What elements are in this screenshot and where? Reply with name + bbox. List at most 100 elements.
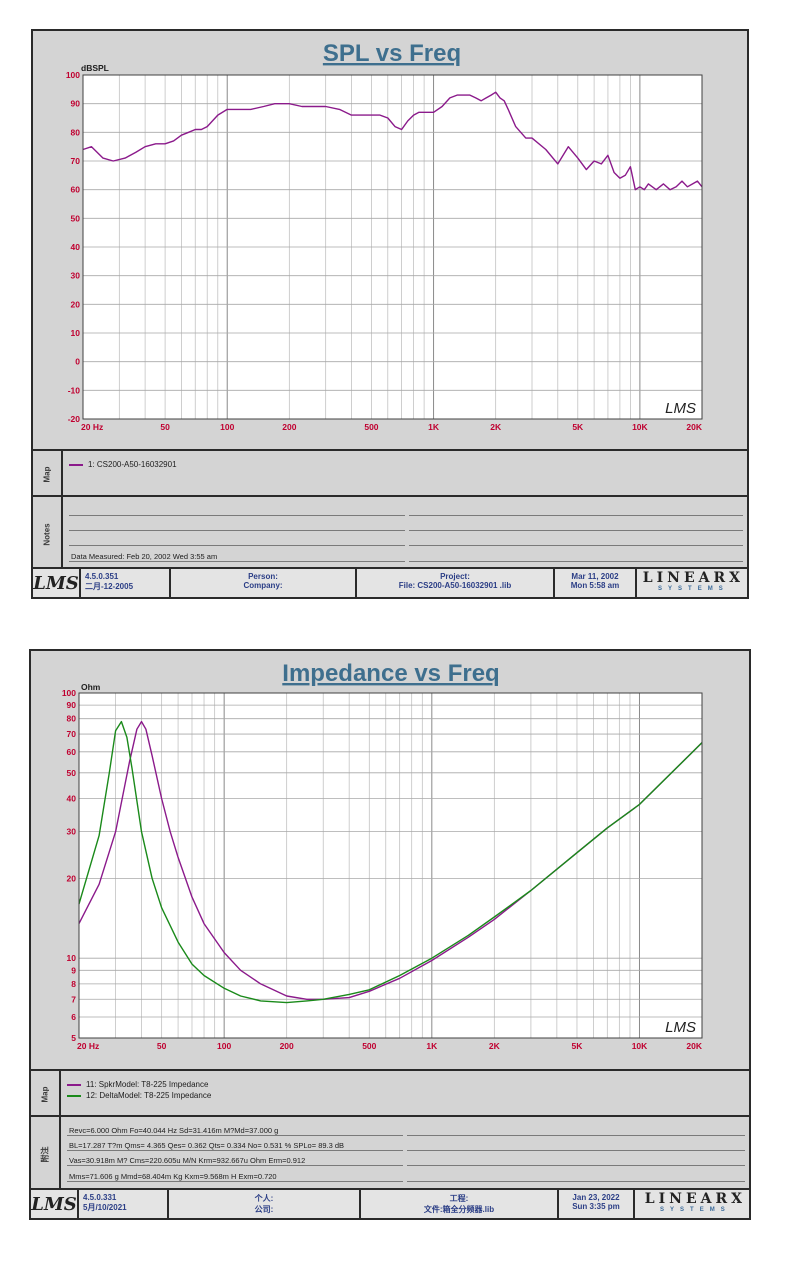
y-tick-label: 7 [71, 994, 76, 1004]
footer-version-cell: 4.5.0.351 二月-12-2005 [81, 569, 171, 597]
y-axis-label: dBSPL [81, 63, 109, 73]
y-tick-label: 0 [75, 357, 80, 367]
footer-date-cell: Mar 11, 2002 Mon 5:58 am [555, 569, 637, 597]
x-tick-label: 20 Hz [81, 422, 103, 432]
notes-section: Notes Data Measured: Feb 20, 2002 Wed 3:… [33, 495, 747, 571]
y-tick-label: 80 [71, 127, 81, 137]
plot-border [82, 74, 703, 420]
x-tick-label: 20K [686, 1041, 702, 1051]
x-tick-label: 20K [686, 422, 702, 432]
x-tick-label: 200 [280, 1041, 294, 1051]
legend-item: 12: DeltaModel: T8-225 Impedance [67, 1090, 211, 1101]
note-line [409, 561, 743, 562]
spl-chart: SPL vs Freq dBSPL 1009080706050403020100… [66, 40, 703, 432]
footer: LMS 4.5.0.351 二月-12-2005 Person: Company… [33, 567, 747, 597]
x-tick-label: 20 Hz [77, 1041, 99, 1051]
x-tick-label: 1K [428, 422, 440, 432]
note-line [67, 1165, 403, 1166]
y-tick-label: -20 [68, 414, 81, 424]
y-tick-label: 6 [71, 1012, 76, 1022]
lms-logo: LMS [31, 1193, 77, 1215]
linearx-logo: LINEARX SYSTEMS [644, 1191, 746, 1213]
y-tick-label: 70 [67, 729, 77, 739]
x-tick-label: 2K [490, 422, 502, 432]
person-label: Person: [248, 572, 278, 581]
notes-label: Notes [42, 522, 52, 546]
legend-label: 12: DeltaModel: T8-225 Impedance [86, 1091, 212, 1100]
footer-brand-cell: LINEARX SYSTEMS [637, 569, 747, 597]
y-tick-label: 20 [67, 873, 77, 883]
x-tick-label: 5K [572, 1041, 584, 1051]
y-tick-label: 70 [71, 156, 81, 166]
project-label: 工程: [449, 1194, 469, 1203]
note-line [409, 515, 743, 516]
footer-brand-cell: LINEARX SYSTEMS [635, 1190, 749, 1218]
footer-person-cell: 个人: 公司: [169, 1190, 361, 1218]
notes-label: 附注 [40, 1146, 50, 1163]
x-tick-label: 1K [426, 1041, 438, 1051]
impedance-panel: Impedance vs Freq Ohm 100 90 80 70 60 50 40 30 2… [29, 649, 751, 1220]
chart-title: Impedance vs Freq [282, 660, 499, 687]
note-line [407, 1150, 745, 1151]
footer: LMS 4.5.0.331 5月/10/2021 个人: 公司: 工程: 文件:… [31, 1188, 749, 1218]
company-label: Company: [243, 581, 283, 590]
legend: 11: SpkrModel: T8-225 Impedance 12: Delt… [67, 1079, 211, 1101]
map-label-cell: Map [31, 1071, 61, 1117]
company-label: 公司: [254, 1205, 274, 1214]
legend-item: 11: SpkrModel: T8-225 Impedance [67, 1079, 211, 1090]
x-tick-label: 5K [572, 422, 584, 432]
y-tick-label: 60 [71, 185, 81, 195]
series-line [82, 91, 703, 191]
note-text: Data Measured: Feb 20, 2002 Wed 3:55 am [71, 552, 218, 561]
legend-label: 1: CS200-A50-16032901 [88, 460, 177, 469]
y-tick-label: 40 [67, 794, 77, 804]
note-text: Mms=71.606 g Mmd=68.404m Kg Kxm=9.568m H… [69, 1172, 277, 1181]
y-tick-label: 50 [71, 213, 81, 223]
project-label: Project: [440, 572, 470, 581]
version-date: 二月-12-2005 [85, 582, 134, 591]
footer-version-cell: 4.5.0.331 5月/10/2021 [79, 1190, 169, 1218]
notes-label-cell: Notes [33, 497, 63, 571]
x-tick-label: 10K [632, 1041, 648, 1051]
legend: 1: CS200-A50-16032901 [69, 459, 177, 470]
series-line [78, 720, 703, 1004]
plot-area [78, 692, 703, 1039]
y-tick-label: 9 [71, 965, 76, 975]
y-tick-label: 8 [71, 979, 76, 989]
x-tick-label: 50 [157, 1041, 167, 1051]
note-line [69, 545, 405, 546]
map-label-cell: Map [33, 451, 63, 497]
y-tick-label: 50 [67, 768, 77, 778]
lms-watermark: LMS [665, 400, 696, 417]
file-label: File: CS200-A50-16032901 .lib [398, 581, 512, 590]
version: 4.5.0.331 [83, 1193, 117, 1202]
y-tick-label: 100 [62, 688, 76, 698]
note-line [67, 1181, 403, 1182]
footer-time: Sun 3:35 pm [572, 1202, 620, 1211]
note-line [69, 561, 405, 562]
x-tick-label: 100 [220, 422, 234, 432]
footer-person-cell: Person: Company: [171, 569, 357, 597]
linearx-logo: LINEARX SYSTEMS [642, 570, 744, 592]
note-line [67, 1135, 403, 1136]
y-tick-label: 30 [67, 827, 77, 837]
footer-logo-cell: LMS [31, 1190, 79, 1218]
footer-time: Mon 5:58 am [570, 581, 620, 590]
y-axis-label: Ohm [81, 682, 101, 692]
lms-watermark: LMS [665, 1019, 696, 1036]
note-line [409, 530, 743, 531]
y-tick-label: 5 [71, 1033, 76, 1043]
person-label: 个人: [254, 1194, 274, 1203]
note-line [67, 1150, 403, 1151]
note-text: BL=17.287 T?m Qms= 4.365 Qes= 0.362 Qts=… [69, 1141, 345, 1150]
footer-date: Jan 23, 2022 [572, 1193, 620, 1202]
note-line [407, 1165, 745, 1166]
note-line [69, 530, 405, 531]
spl-panel: SPL vs Freq dBSPL 100 90 80 70 60 50 40 30 20 10 0… [31, 29, 749, 599]
y-tick-label: 100 [66, 70, 80, 80]
x-tick-label: 10K [632, 422, 648, 432]
note-text: Revc=6.000 Ohm Fo=40.044 Hz Sd=31.416m M… [69, 1126, 279, 1135]
y-tick-label: 80 [67, 714, 77, 724]
note-text: Vas=30.918m M? Cms=220.605u M/N Krm=932.… [69, 1156, 306, 1165]
legend-item: 1: CS200-A50-16032901 [69, 459, 177, 470]
